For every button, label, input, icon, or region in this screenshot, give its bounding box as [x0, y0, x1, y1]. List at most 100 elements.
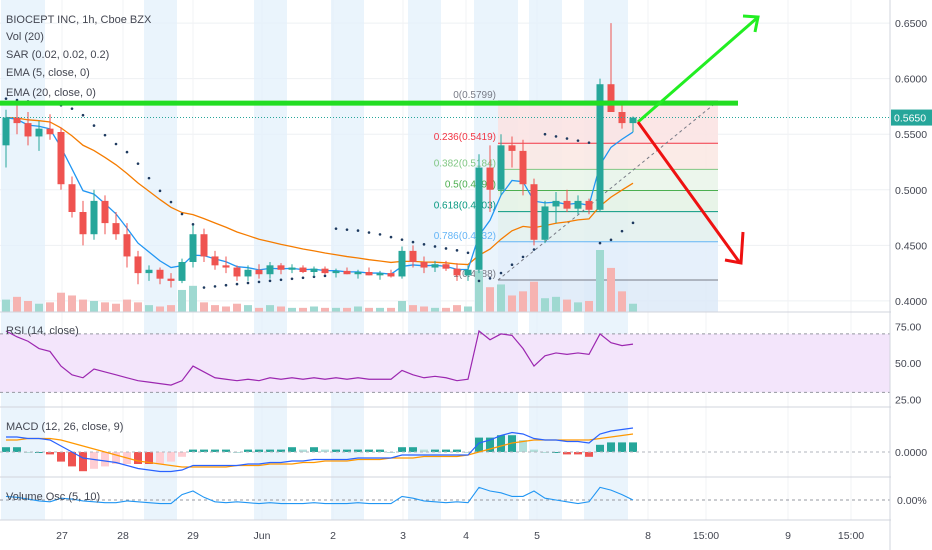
candle-body	[101, 200, 109, 224]
volume-bar	[376, 307, 384, 312]
volume-bar	[178, 289, 186, 312]
volume-bar	[255, 307, 263, 312]
candles[interactable]	[2, 23, 637, 288]
legend-vol[interactable]: Vol (20)	[6, 31, 44, 43]
macd-histogram-bar	[310, 447, 318, 452]
macd-histogram-bar	[420, 449, 428, 452]
macd-histogram-bar	[211, 449, 219, 452]
ema-lines	[5, 116, 634, 275]
sar-dot	[631, 221, 635, 225]
legend-ema20[interactable]: EMA (20, close, 0)	[6, 87, 96, 99]
volume-bar	[211, 305, 219, 312]
macd-histogram-bar	[629, 442, 637, 452]
legend-sar[interactable]: SAR (0.02, 0.02, 0.2)	[6, 49, 109, 61]
session-band	[254, 0, 287, 520]
legend: BIOCEPT INC, 1h, Cboe BZX Vol (20) SAR (…	[6, 14, 152, 503]
rsi-tick-label: 25.00	[895, 395, 921, 407]
macd-histogram-bar	[585, 452, 593, 457]
sar-dot	[114, 142, 118, 146]
macd-histogram-bar	[2, 447, 10, 452]
sar-dot	[499, 271, 503, 275]
macd-label[interactable]: MACD (12, 26, close, 9)	[6, 421, 123, 433]
volume-bar	[497, 284, 505, 312]
volume-bar	[288, 307, 296, 312]
candle-body	[123, 234, 131, 257]
macd-histogram-bar	[409, 447, 417, 452]
fib-trend-line	[497, 100, 719, 281]
candle-body	[112, 223, 120, 235]
candle-body	[376, 273, 384, 276]
volume-bar	[112, 303, 120, 312]
volume-bar	[222, 306, 230, 312]
volume-bar	[420, 306, 428, 312]
sar-dot	[103, 133, 107, 137]
candle-body	[387, 273, 395, 277]
volume-bar	[134, 302, 142, 312]
candle-body	[79, 212, 87, 235]
legend-ema5[interactable]: EMA (5, close, 0)	[6, 67, 90, 79]
volume-bar	[365, 307, 373, 312]
rsi-band	[0, 333, 890, 393]
macd-histogram-bar	[398, 447, 406, 452]
sar-dot	[169, 200, 173, 204]
macd-histogram-bar	[24, 452, 32, 453]
price-axis[interactable]: 0.6500 0.6000 0.5500 0.5000 0.4500 0.4000 0.56…	[891, 0, 932, 550]
macd-histogram-bar	[167, 452, 175, 462]
volume-bar	[101, 302, 109, 312]
macd-histogram-bar	[277, 449, 285, 452]
candle-body	[596, 84, 604, 210]
volume-bar	[167, 305, 175, 312]
sar-dot	[224, 283, 228, 287]
price-tick-label: 0.6000	[895, 74, 927, 86]
rsi-pane	[0, 329, 890, 393]
candle-body	[486, 167, 494, 190]
macd-histogram-bar	[200, 449, 208, 452]
volume-bar	[123, 299, 131, 312]
volume-osc-pane	[0, 486, 890, 505]
candle-body	[189, 234, 197, 262]
candle-body	[563, 200, 571, 209]
macd-histogram-bar	[46, 452, 54, 455]
sar-dot	[257, 280, 261, 284]
time-tick-label: 15:00	[838, 530, 864, 542]
macd-histogram-bar	[365, 449, 373, 452]
macd-histogram-bar	[497, 435, 505, 452]
time-tick-label: 9	[785, 530, 791, 542]
time-axis[interactable]: 27 28 29 Jun 2 3 4 5 8 15:00 9 15:00	[56, 530, 864, 542]
sar-dot	[202, 286, 206, 289]
macd-histogram-bar	[189, 449, 197, 452]
candle-body	[57, 132, 65, 185]
fib-level-label: 0.5(0.4993)	[445, 180, 496, 191]
sar-dot	[70, 107, 74, 110]
rsi-label[interactable]: RSI (14, close)	[6, 325, 79, 337]
time-tick-label: Jun	[254, 530, 271, 542]
sar-dot	[367, 231, 371, 234]
macd-histogram-bar	[442, 449, 450, 452]
drawing-annotations[interactable]	[0, 14, 890, 265]
candle-body	[464, 269, 472, 276]
fib-level-label: 0.618(0.4803)	[434, 201, 496, 212]
volume-bar	[46, 302, 54, 312]
candle-body	[288, 267, 296, 270]
volume-bar	[24, 300, 32, 312]
macd-histogram-bar	[266, 449, 274, 452]
candle-body	[145, 269, 153, 274]
price-axis-bg	[891, 0, 932, 550]
volume-bar	[200, 302, 208, 312]
sar-dot	[510, 263, 514, 267]
macd-histogram-bar	[519, 440, 527, 452]
fib-level-label: 0.382(0.5184)	[434, 158, 496, 169]
volume-bar	[431, 307, 439, 312]
vosc-label[interactable]: Volume Osc (5, 10)	[6, 491, 100, 503]
vosc-tick-label: 0.00%	[897, 495, 927, 507]
sar-dot	[411, 240, 415, 244]
vosc-line	[5, 486, 634, 505]
macd-histogram-bar	[431, 449, 439, 452]
candle-body	[277, 265, 285, 270]
volume-bar	[233, 303, 241, 312]
volume-bar	[409, 305, 417, 312]
sar-dot	[576, 139, 580, 142]
